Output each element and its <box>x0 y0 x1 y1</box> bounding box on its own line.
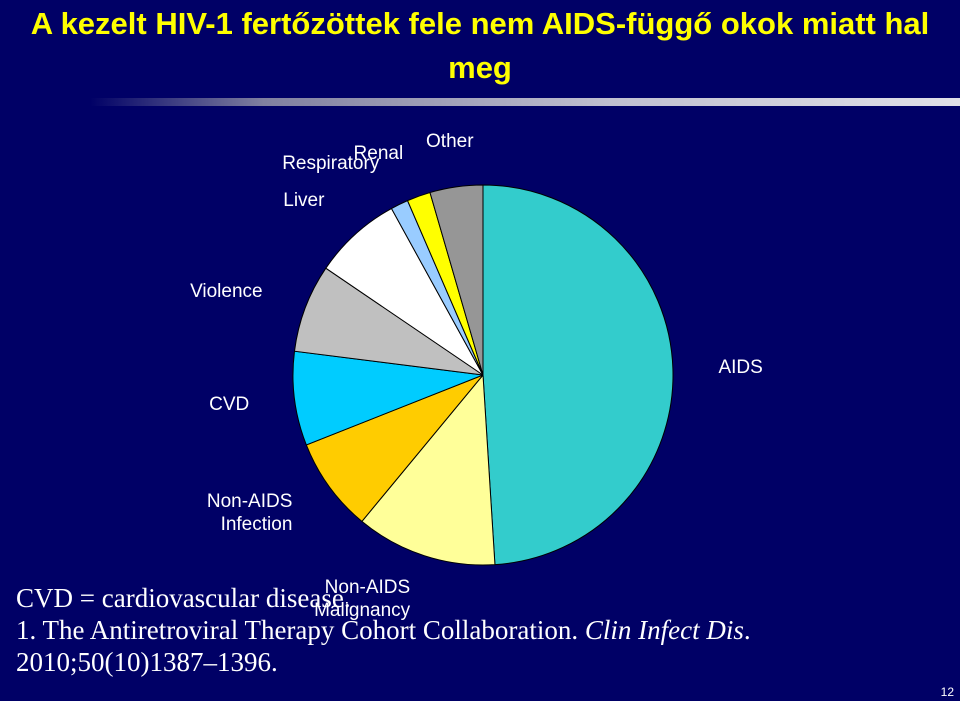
slide-number: 12 <box>940 685 954 699</box>
slice-label: AIDS <box>718 357 763 379</box>
pie-slice <box>361 373 496 566</box>
pie-slice <box>305 374 484 523</box>
pie-slice <box>429 184 484 376</box>
footnote: CVD = cardiovascular disease. <box>16 583 351 613</box>
pie-slice <box>292 350 484 446</box>
slide-title: A kezelt HIV-1 fertőzöttek fele nem AIDS… <box>30 6 930 85</box>
slice-label: Non-AIDS Infection <box>206 491 293 536</box>
reference: 1. The Antiretroviral Therapy Cohort Col… <box>16 614 916 678</box>
reference-text: 1. The Antiretroviral Therapy Cohort Col… <box>16 615 579 645</box>
slice-label: CVD <box>209 394 250 416</box>
slice-label: Liver <box>283 190 325 212</box>
slice-label: Respiratory <box>282 152 380 174</box>
pie-slice <box>482 184 674 566</box>
title-rule <box>90 98 960 106</box>
footnotes: CVD = cardiovascular disease. 1. The Ant… <box>16 582 916 678</box>
slice-label: Non-AIDS Malignancy <box>314 577 411 622</box>
slice-label: Other <box>426 131 474 153</box>
slice-label: Violence <box>190 281 263 303</box>
journal: Clin Infect Dis <box>584 615 744 645</box>
citation: . 2010;50(10)1387–1396. <box>16 615 751 677</box>
slice-label: Renal <box>353 142 404 164</box>
